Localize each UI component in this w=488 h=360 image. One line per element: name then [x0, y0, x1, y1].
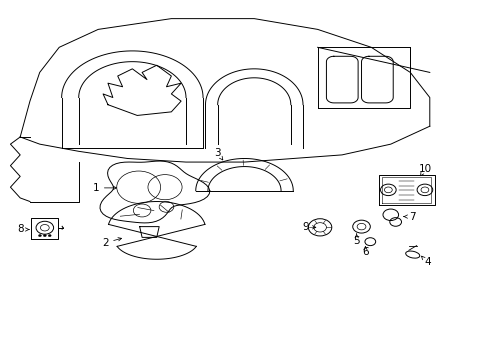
Text: 1: 1	[92, 183, 99, 193]
Text: 2: 2	[102, 238, 109, 248]
Text: 5: 5	[353, 236, 359, 246]
Circle shape	[39, 234, 41, 237]
Text: 9: 9	[302, 222, 308, 232]
Circle shape	[48, 234, 51, 237]
Text: 3: 3	[214, 148, 221, 158]
Text: 6: 6	[362, 247, 368, 257]
Text: 10: 10	[418, 164, 430, 174]
Text: 8: 8	[17, 225, 23, 234]
Text: 7: 7	[408, 212, 415, 221]
Circle shape	[43, 234, 46, 237]
Text: 4: 4	[423, 257, 430, 267]
